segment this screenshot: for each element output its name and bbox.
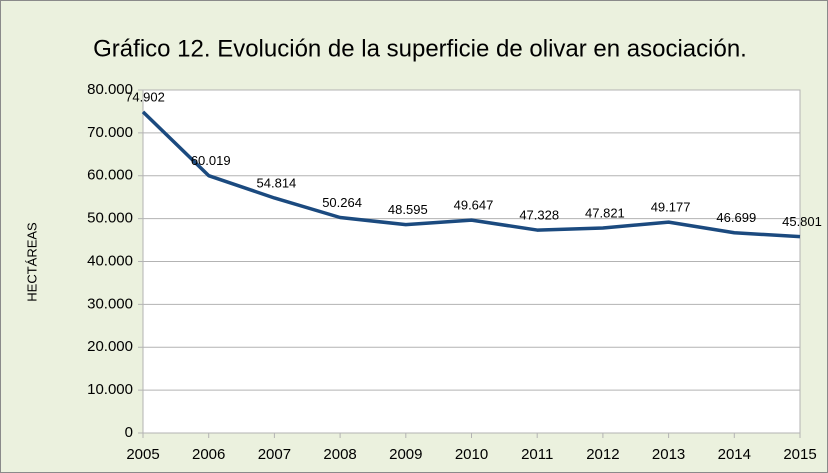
x-tick-label: 2011 <box>521 446 553 463</box>
x-tick-label: 2009 <box>389 446 422 463</box>
data-label: 45.801 <box>782 214 822 229</box>
y-tick-label: 0 <box>125 424 133 441</box>
y-tick-label: 80.000 <box>87 81 133 98</box>
y-tick-label: 50.000 <box>87 210 133 227</box>
x-tick-label: 2015 <box>783 446 816 463</box>
y-tick-label: 30.000 <box>87 295 133 312</box>
data-label: 49.647 <box>454 198 494 213</box>
data-label: 60.019 <box>191 153 231 168</box>
y-tick-label: 40.000 <box>87 252 133 269</box>
y-tick-label: 20.000 <box>87 338 133 355</box>
x-tick-label: 2007 <box>258 446 291 463</box>
data-label: 74.902 <box>125 89 165 104</box>
data-label: 47.821 <box>585 205 625 220</box>
data-label: 48.595 <box>388 202 428 217</box>
x-tick-label: 2005 <box>126 446 159 463</box>
series-line <box>141 110 801 239</box>
data-label: 47.328 <box>519 208 559 223</box>
data-label: 50.264 <box>322 195 362 210</box>
x-tick-label: 2010 <box>455 446 488 463</box>
x-tick-label: 2008 <box>323 446 356 463</box>
y-tick-label: 60.000 <box>87 167 133 184</box>
y-tick-label: 70.000 <box>87 124 133 141</box>
x-tick-label: 2014 <box>718 446 751 463</box>
data-label: 54.814 <box>257 175 297 190</box>
data-label: 49.177 <box>651 200 691 215</box>
data-label: 46.699 <box>716 210 756 225</box>
chart-title: Gráfico 12. Evolución de la superficie d… <box>93 35 747 62</box>
y-axis-label: HECTÁREAS <box>24 222 39 302</box>
y-tick-label: 10.000 <box>87 381 133 398</box>
x-tick-label: 2006 <box>192 446 225 463</box>
x-tick-label: 2012 <box>586 446 619 463</box>
x-tick-label: 2013 <box>652 446 685 463</box>
